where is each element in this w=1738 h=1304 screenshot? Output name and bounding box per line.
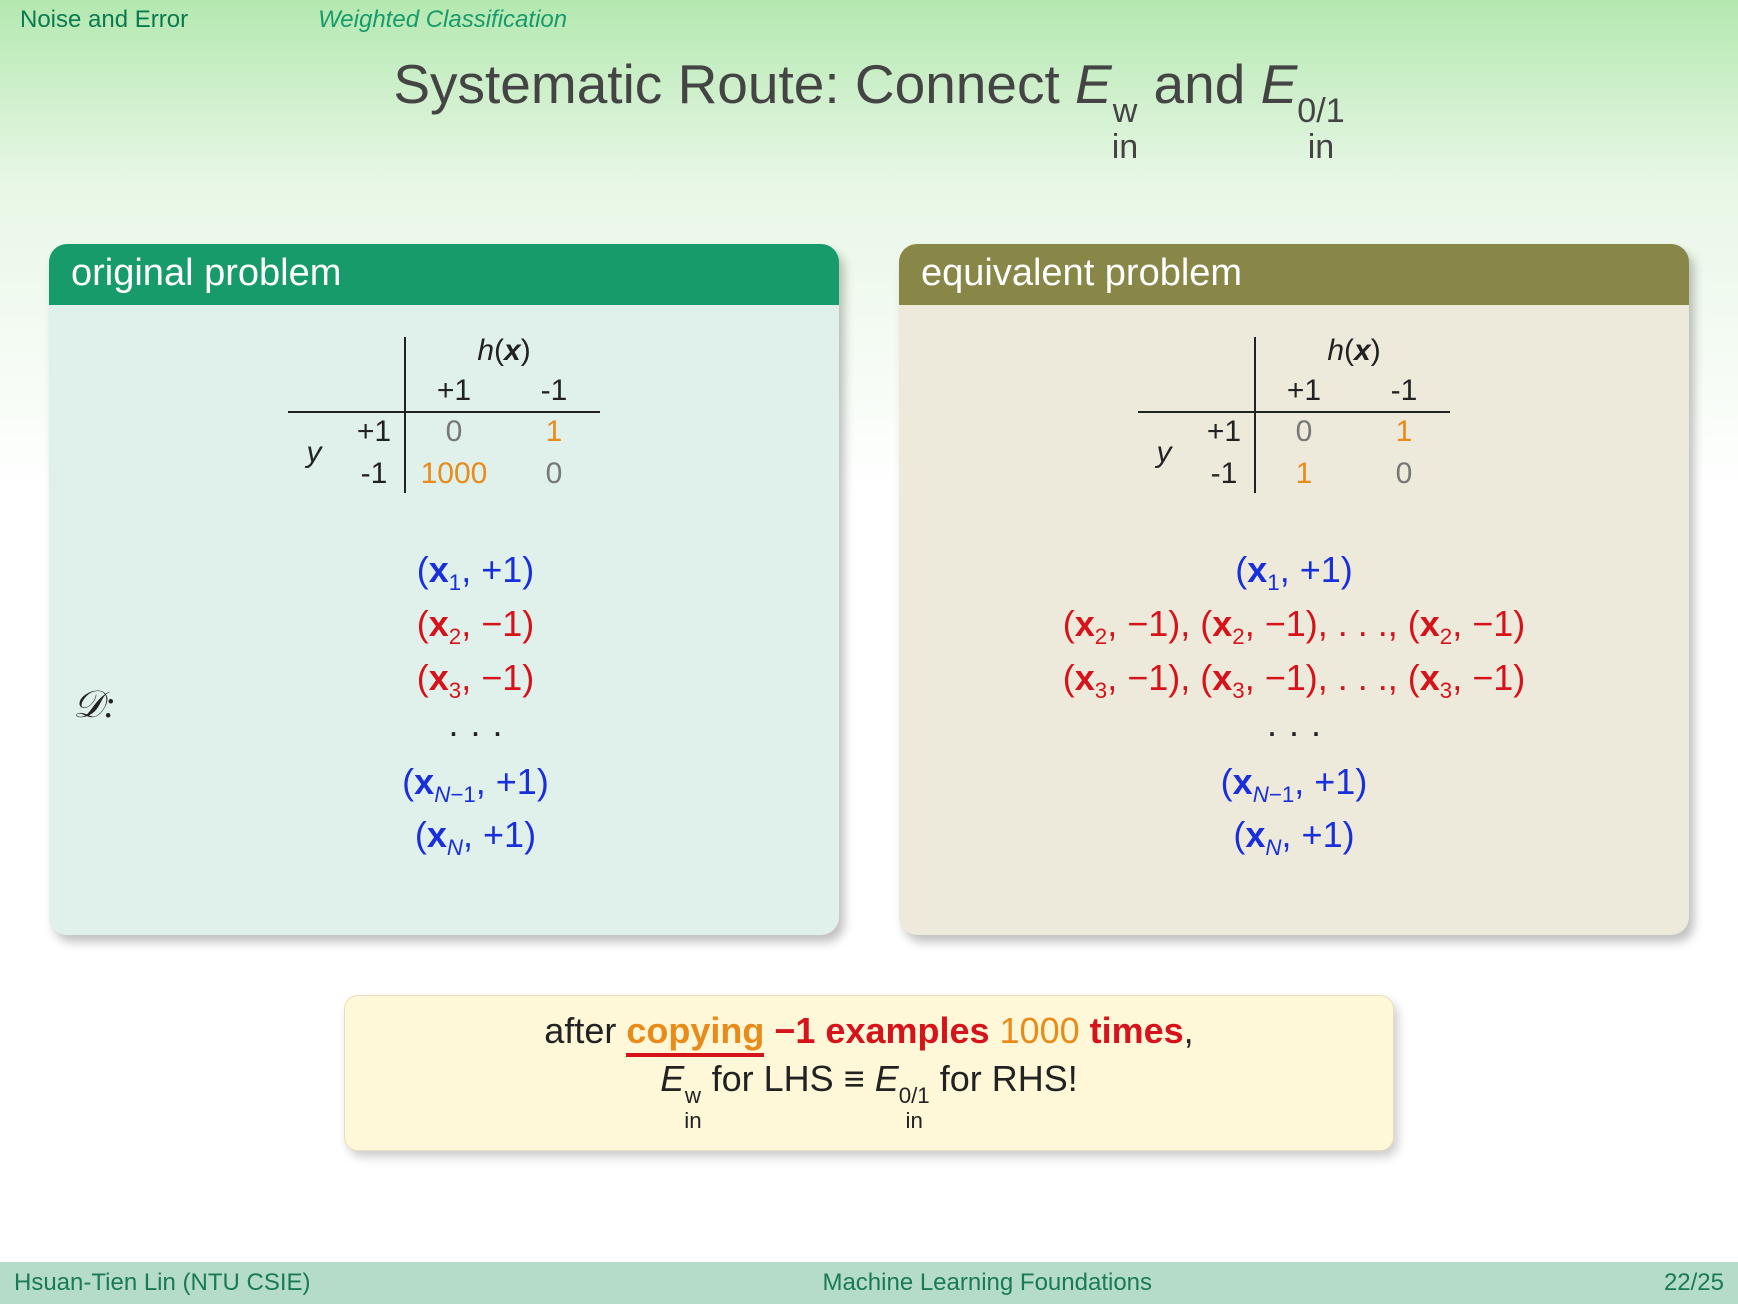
title-pre: Systematic Route: Connect bbox=[393, 53, 1075, 115]
footer-author: Hsuan-Tien Lin (NTU CSIE) bbox=[14, 1269, 311, 1297]
page-title: Systematic Route: Connect Ewin and E0/1i… bbox=[0, 52, 1738, 164]
cm-row-p: +1 bbox=[1207, 415, 1241, 449]
cm-c10: 1 bbox=[1296, 457, 1313, 491]
cm-row-m: -1 bbox=[1211, 457, 1238, 491]
title-E2: E bbox=[1261, 53, 1298, 115]
callout-comma: , bbox=[1184, 1010, 1194, 1051]
list-item: (x3, −1) bbox=[136, 653, 815, 707]
callout-E2: E bbox=[875, 1058, 899, 1099]
list-item: (xN−1, +1) bbox=[136, 757, 815, 811]
callout-t1: after bbox=[544, 1010, 626, 1051]
cm-vline bbox=[404, 337, 406, 493]
confusion-matrix-right: h(x) +1 -1 y +1 -1 0 1 1 0 bbox=[923, 331, 1665, 495]
list-item: (x2, −1) bbox=[136, 599, 815, 653]
title-supsub-1: win bbox=[1112, 94, 1139, 164]
footer-page: 22/25 bbox=[1664, 1269, 1724, 1297]
cm-row-p: +1 bbox=[357, 415, 391, 449]
breadcrumb-section: Noise and Error bbox=[20, 6, 188, 34]
callout-sup-01: 0/1 bbox=[899, 1085, 930, 1107]
callout-supsub1: w in bbox=[684, 1085, 701, 1132]
footer: Hsuan-Tien Lin (NTU CSIE) Machine Learni… bbox=[0, 1262, 1738, 1304]
list-item: (xN−1, +1) bbox=[923, 757, 1665, 811]
callout-line1: after copying −1 examples 1000 times, bbox=[363, 1010, 1375, 1052]
callout-E1: E bbox=[660, 1058, 684, 1099]
dataset-list-right: (x1, +1) (x2, −1), (x2, −1), . . ., (x2,… bbox=[923, 545, 1665, 865]
panel-original-title: original problem bbox=[49, 244, 839, 305]
title-and: and bbox=[1138, 53, 1260, 115]
callout-examples: examples bbox=[825, 1010, 989, 1051]
panel-equivalent: equivalent problem h(x) +1 -1 y +1 -1 0 … bbox=[899, 244, 1689, 935]
title-supsub-2: 0/1in bbox=[1297, 94, 1344, 164]
callout-box: after copying −1 examples 1000 times, Ew… bbox=[344, 995, 1394, 1151]
panel-original-body: h(x) +1 -1 y +1 -1 0 1 1000 0 𝒟: (x1, +1… bbox=[49, 305, 839, 935]
callout-sup-w: w bbox=[684, 1085, 701, 1107]
panel-original: original problem h(x) +1 -1 y +1 -1 0 1 … bbox=[49, 244, 839, 935]
callout-minus1: −1 bbox=[764, 1010, 825, 1051]
title-sub1: in bbox=[1112, 130, 1139, 164]
panel-equivalent-body: h(x) +1 -1 y +1 -1 0 1 1 0 (x1, +1) (x2,… bbox=[899, 305, 1689, 935]
cm-c01: 1 bbox=[1396, 415, 1413, 449]
list-item: (x1, +1) bbox=[136, 545, 815, 599]
cm-c00: 0 bbox=[1296, 415, 1313, 449]
list-item: (x1, +1) bbox=[923, 545, 1665, 599]
title-E1: E bbox=[1075, 53, 1112, 115]
title-sup2: 0/1 bbox=[1297, 94, 1344, 128]
cm-ylab: y bbox=[307, 436, 322, 470]
cm-hx: h(x) bbox=[1327, 334, 1380, 368]
cm-col-p: +1 bbox=[437, 374, 471, 408]
cm-row-m: -1 bbox=[361, 457, 388, 491]
list-item: (x3, −1), (x3, −1), . . ., (x3, −1) bbox=[923, 653, 1665, 707]
dataset-left: 𝒟: (x1, +1) (x2, −1) (x3, −1) · · · (xN−… bbox=[73, 545, 815, 865]
cm-col-m: -1 bbox=[1391, 374, 1418, 408]
dataset-label: 𝒟: bbox=[73, 683, 116, 727]
callout-copying: copying bbox=[626, 1010, 764, 1057]
callout-for-lhs: for LHS ≡ bbox=[702, 1058, 875, 1099]
confusion-matrix-left: h(x) +1 -1 y +1 -1 0 1 1000 0 bbox=[73, 331, 815, 495]
list-dots: · · · bbox=[923, 707, 1665, 757]
callout-sub-in: in bbox=[684, 1110, 701, 1132]
cm-col-p: +1 bbox=[1287, 374, 1321, 408]
cm-ylab: y bbox=[1157, 436, 1172, 470]
callout-sub-in2: in bbox=[899, 1110, 930, 1132]
breadcrumb-subsection: Weighted Classification bbox=[318, 6, 567, 34]
panel-row: original problem h(x) +1 -1 y +1 -1 0 1 … bbox=[0, 244, 1738, 935]
panel-equivalent-title: equivalent problem bbox=[899, 244, 1689, 305]
list-dots: · · · bbox=[136, 707, 815, 757]
cm-c11: 0 bbox=[1396, 457, 1413, 491]
footer-course: Machine Learning Foundations bbox=[311, 1269, 1664, 1297]
callout-supsub2: 0/1 in bbox=[899, 1085, 930, 1132]
cm-c10: 1000 bbox=[421, 457, 488, 491]
callout-line2: Ewin for LHS ≡ E0/1in for RHS! bbox=[363, 1058, 1375, 1132]
cm-c11: 0 bbox=[546, 457, 563, 491]
callout-1000: 1000 bbox=[990, 1010, 1090, 1051]
cm-col-m: -1 bbox=[541, 374, 568, 408]
callout-for-rhs: for RHS! bbox=[930, 1058, 1078, 1099]
callout-times: times bbox=[1090, 1010, 1184, 1051]
list-item: (xN, +1) bbox=[923, 810, 1665, 864]
cm-c01: 1 bbox=[546, 415, 563, 449]
cm-hline bbox=[1138, 411, 1450, 413]
list-item: (x2, −1), (x2, −1), . . ., (x2, −1) bbox=[923, 599, 1665, 653]
dataset-list-left: (x1, +1) (x2, −1) (x3, −1) · · · (xN−1, … bbox=[136, 545, 815, 865]
cm-hline bbox=[288, 411, 600, 413]
breadcrumb: Noise and Error Weighted Classification bbox=[0, 0, 1738, 34]
cm-hx: h(x) bbox=[477, 334, 530, 368]
title-sup1: w bbox=[1112, 94, 1139, 128]
cm-c00: 0 bbox=[446, 415, 463, 449]
list-item: (xN, +1) bbox=[136, 810, 815, 864]
title-sub2: in bbox=[1297, 130, 1344, 164]
cm-vline bbox=[1254, 337, 1256, 493]
